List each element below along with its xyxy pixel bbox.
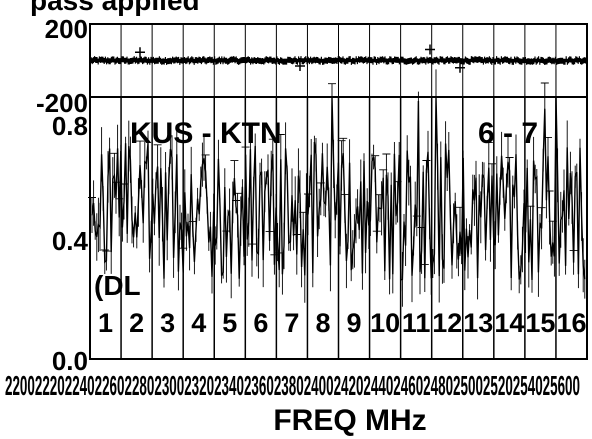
mode-annotation: (DL (94, 270, 141, 301)
channel-label: 11 (402, 308, 431, 338)
chart-title: pass applied (30, 0, 200, 16)
channel-label: 6 (253, 308, 268, 338)
channel-label: 4 (191, 308, 206, 338)
phase-outlier (295, 60, 305, 71)
phase-outlier (135, 47, 145, 58)
channel-label: 1 (98, 308, 113, 338)
amplitude-series (88, 69, 586, 307)
amp-ytick-bottom: 0.0 (52, 346, 88, 376)
phase-points (90, 56, 588, 65)
channel-label: 13 (463, 308, 493, 338)
channel-label: 9 (347, 308, 362, 338)
amplitude-error-bars (88, 69, 586, 307)
channel-label: 3 (160, 308, 175, 338)
channel-label: 5 (222, 308, 237, 338)
amp-ytick-mid: 0.4 (52, 226, 89, 256)
phase-outlier (425, 44, 435, 55)
channel-label: 10 (370, 308, 400, 338)
channel-label: 8 (315, 308, 330, 338)
phase-ytick-bottom: -200 (36, 88, 88, 118)
channel-label: 14 (494, 308, 524, 338)
polarization-annotation: 6 - 7 (478, 117, 538, 150)
channel-labels: 1 2 3 4 5 6 7 8 9 10 11 12 13 14 15 16 (98, 308, 586, 338)
x-tick-labels: 2200222022402260228023002320234023602380… (5, 370, 580, 401)
channel-label: 16 (556, 308, 586, 338)
x-axis-label: FREQ MHz (273, 404, 426, 437)
channel-label: 2 (129, 308, 144, 338)
phase-outlier (455, 62, 465, 73)
phase-ytick-top: 200 (45, 14, 88, 44)
channel-label: 15 (525, 308, 555, 338)
phase-series (90, 44, 588, 73)
baseline-annotation: KUS - KTN (130, 117, 282, 150)
amp-ytick-top: 0.8 (52, 111, 88, 141)
phase-panel: 200 -200 (36, 14, 588, 118)
channel-label: 12 (432, 308, 462, 338)
phase-panel-title: pass applied (30, 0, 200, 16)
channel-label: 7 (284, 308, 299, 338)
